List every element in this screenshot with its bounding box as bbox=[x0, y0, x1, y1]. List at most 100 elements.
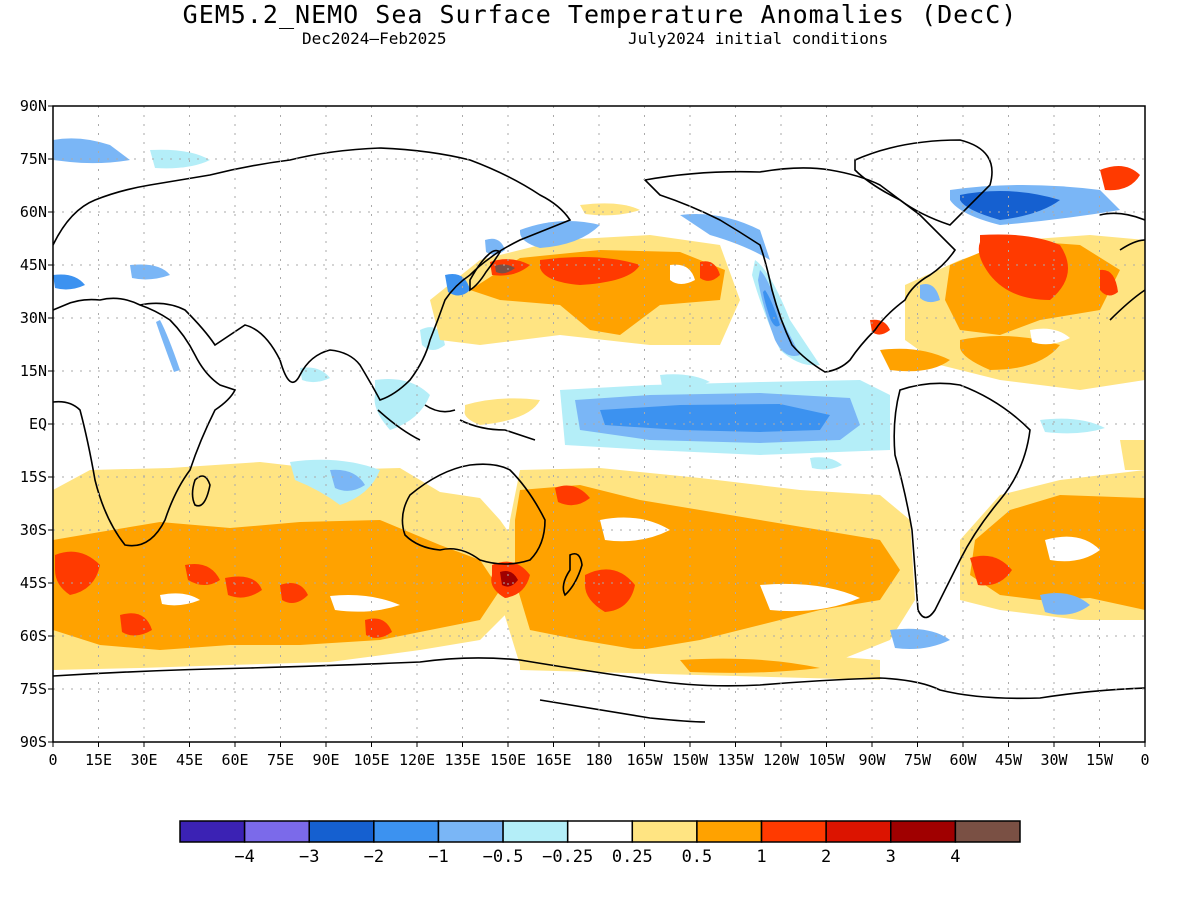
colorbar-label: −4 bbox=[234, 847, 254, 867]
lon-tick-label: 0 bbox=[1140, 751, 1149, 769]
anomaly-cool-bay-of-bengal bbox=[300, 367, 330, 383]
sst-anomaly-field bbox=[53, 138, 1145, 680]
anomaly-cool-labrador bbox=[920, 284, 940, 303]
colorbar-swatch bbox=[437, 820, 504, 843]
colorbar-swatch bbox=[373, 820, 440, 843]
lon-tick-label: 75E bbox=[267, 751, 294, 769]
colorbar-label: −1 bbox=[428, 847, 448, 867]
anomaly-warm-gulf-of-alaska bbox=[580, 203, 640, 216]
anomaly-warm-north-pacific bbox=[470, 250, 725, 335]
lon-tick-label: 150W bbox=[672, 751, 709, 769]
anomaly-red-south-indian-1 bbox=[185, 564, 220, 585]
anomaly-warm-east-south-atlantic bbox=[1120, 440, 1145, 470]
longitude-ticks: 0 15E 30E 45E 60E 75E 90E 105E 120E 135E 150E 165E 1… bbox=[48, 742, 1150, 769]
anomaly-warm-south-indian bbox=[53, 520, 500, 650]
anomaly-cool-bering-sea bbox=[520, 221, 600, 248]
anomaly-red-south-atlantic bbox=[970, 555, 1012, 586]
lon-tick-label: 120W bbox=[763, 751, 800, 769]
colorbar-swatch bbox=[308, 820, 375, 843]
lat-tick-label: EQ bbox=[29, 415, 47, 433]
lon-tick-label: 15E bbox=[85, 751, 112, 769]
lat-tick-label: 90S bbox=[20, 733, 47, 751]
anomaly-white-south-atlantic bbox=[1045, 536, 1100, 562]
lat-tick-label: 75S bbox=[20, 680, 47, 698]
lat-tick-label: 15S bbox=[20, 468, 47, 486]
init-subtitle: July2024 initial conditions bbox=[628, 29, 889, 48]
colorbar-label: 1 bbox=[756, 847, 766, 867]
lat-tick-label: 60N bbox=[20, 203, 47, 221]
lon-tick-label: 30E bbox=[130, 751, 157, 769]
colorbar: −4 −3 −2 −1 −0.5 −0.25 0.25 0.5 1 2 3 4 bbox=[179, 820, 1021, 867]
anomaly-red-north-pacific-1 bbox=[540, 256, 640, 285]
anomaly-cool-tropical-indian-core bbox=[330, 469, 365, 491]
anomaly-white-north-atlantic bbox=[1030, 328, 1070, 345]
anomaly-warm-west-pacific bbox=[464, 398, 540, 425]
colorbar-label: 2 bbox=[821, 847, 831, 867]
anomaly-extreme-kuroshio bbox=[495, 264, 515, 274]
anomaly-red-coral-sea bbox=[555, 485, 590, 506]
anomaly-red-south-indian-5 bbox=[365, 618, 392, 638]
lat-tick-label: 75N bbox=[20, 150, 47, 168]
lat-tick-label: 30S bbox=[20, 521, 47, 539]
lon-tick-label: 45E bbox=[176, 751, 203, 769]
lon-tick-label: 75W bbox=[904, 751, 932, 769]
anomaly-cool-drake-passage bbox=[890, 628, 950, 649]
lat-tick-label: 30N bbox=[20, 309, 47, 327]
colorbar-label: −3 bbox=[299, 847, 319, 867]
anomaly-orange-antarctic-margin bbox=[680, 658, 820, 673]
anomaly-cool-south-atlantic bbox=[1040, 592, 1090, 615]
lon-tick-label: 15W bbox=[1086, 751, 1114, 769]
lon-tick-label: 90W bbox=[858, 751, 886, 769]
anomaly-cool-eq-pacific-core bbox=[600, 404, 830, 432]
anomaly-cool-black-sea bbox=[130, 264, 170, 280]
lon-tick-label: 45W bbox=[995, 751, 1023, 769]
colorbar-label: 3 bbox=[886, 847, 896, 867]
colorbar-swatch bbox=[502, 820, 569, 843]
anomaly-warm-tropical-atlantic bbox=[960, 336, 1060, 370]
colorbar-label: 0.5 bbox=[682, 847, 713, 867]
lon-tick-label: 165E bbox=[535, 751, 571, 769]
colorbar-swatch bbox=[890, 820, 957, 843]
anomaly-white-subtropical-south-pacific bbox=[600, 517, 670, 542]
lat-tick-label: 60S bbox=[20, 627, 47, 645]
anomaly-red-norwegian-sea bbox=[1100, 166, 1140, 191]
colorbar-swatch bbox=[696, 820, 763, 843]
chart-title: GEM5.2_NEMO Sea Surface Temperature Anom… bbox=[182, 0, 1018, 29]
anomaly-white-north-pacific bbox=[670, 264, 695, 284]
anomaly-cool-south-tropical-pacific bbox=[810, 457, 842, 470]
anomaly-red-east-atlantic bbox=[1100, 269, 1118, 296]
lon-tick-label: 105W bbox=[808, 751, 845, 769]
anomaly-red-north-pacific-2 bbox=[700, 261, 720, 281]
colorbar-swatch bbox=[243, 820, 310, 843]
colorbar-label: −0.5 bbox=[483, 847, 524, 867]
coastlines bbox=[53, 139, 1145, 723]
anomaly-cool-indonesian-seas bbox=[374, 379, 430, 430]
colorbar-swatch bbox=[825, 820, 892, 843]
lat-tick-label: 45N bbox=[20, 256, 47, 274]
anomaly-red-south-africa bbox=[55, 551, 100, 595]
anomaly-red-south-indian-2 bbox=[225, 576, 262, 598]
anomaly-cool-red-sea bbox=[156, 320, 180, 372]
season-subtitle: Dec2024–Feb2025 bbox=[302, 29, 447, 48]
lon-tick-label: 0 bbox=[48, 751, 57, 769]
anomaly-red-north-atlantic bbox=[978, 234, 1068, 300]
colorbar-swatch bbox=[631, 820, 698, 843]
colorbar-label: 0.25 bbox=[612, 847, 653, 867]
lon-tick-label: 135E bbox=[444, 751, 480, 769]
anomaly-cool-sea-of-okhotsk bbox=[485, 238, 505, 255]
lat-tick-label: 45S bbox=[20, 574, 47, 592]
anomaly-cool-california-core bbox=[763, 290, 780, 327]
lon-tick-label: 60E bbox=[221, 751, 248, 769]
lon-tick-label: 165W bbox=[626, 751, 663, 769]
anomaly-white-south-pacific-gap bbox=[760, 583, 860, 612]
anomaly-red-new-zealand-east bbox=[585, 569, 635, 612]
colorbar-label: −0.25 bbox=[542, 847, 593, 867]
colorbar-label: −2 bbox=[364, 847, 384, 867]
lat-tick-label: 90N bbox=[20, 97, 47, 115]
colorbar-swatch bbox=[760, 820, 827, 843]
anomaly-orange-caribbean bbox=[880, 348, 950, 372]
colorbar-swatch bbox=[566, 820, 634, 843]
lon-tick-label: 30W bbox=[1040, 751, 1068, 769]
colorbar-swatch bbox=[179, 820, 246, 843]
